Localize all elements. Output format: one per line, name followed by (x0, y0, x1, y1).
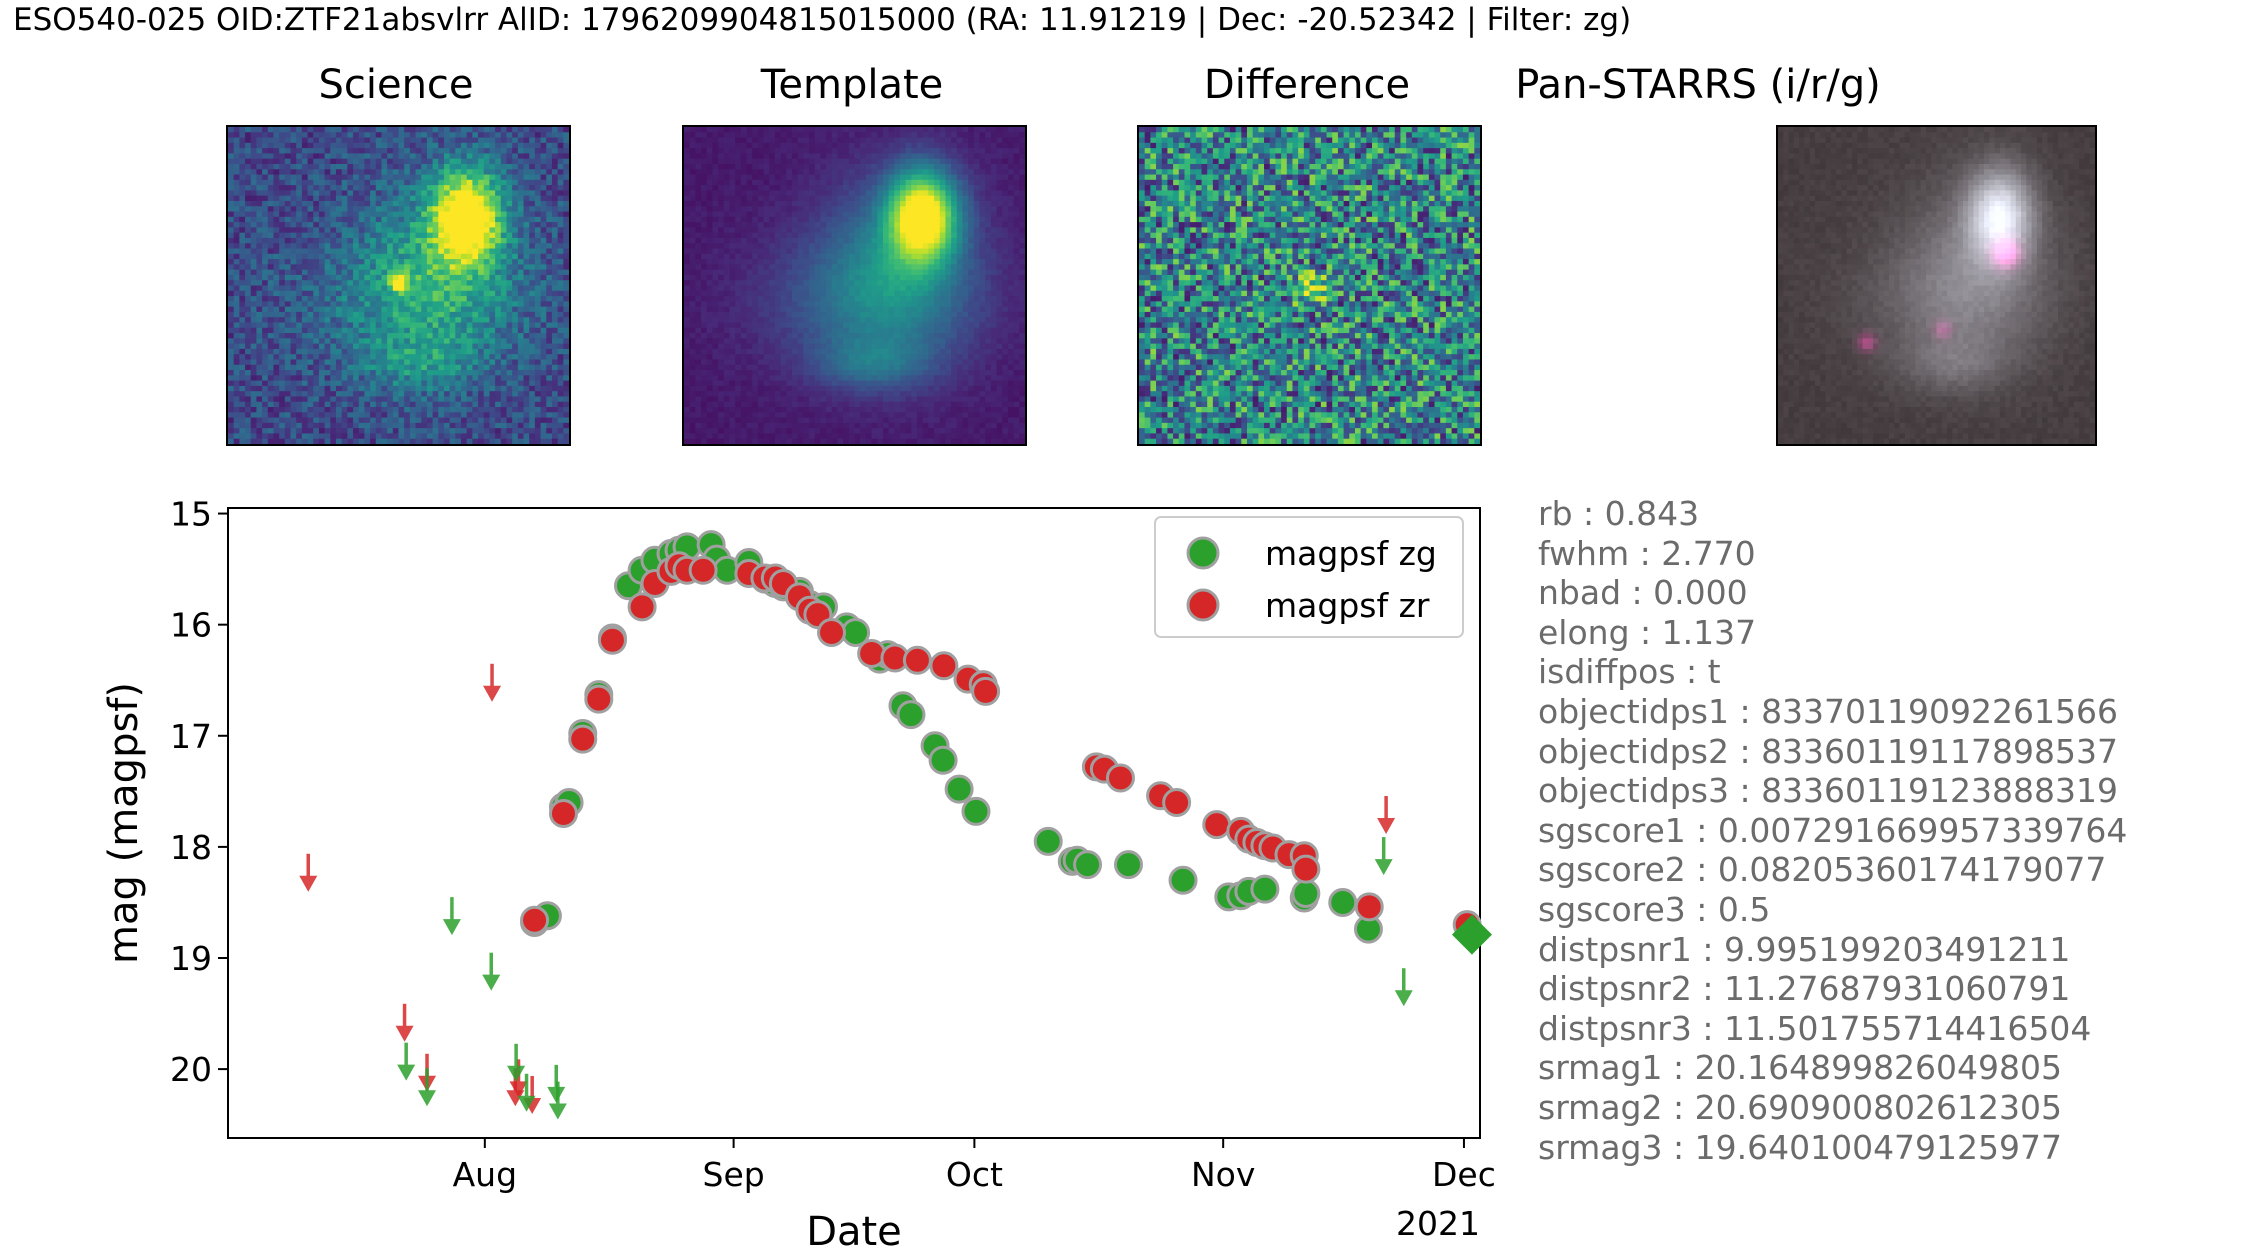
template-cutout-title: Template (760, 62, 944, 108)
upper-limit-arrow-zg (517, 1073, 536, 1112)
data-point-zr (548, 799, 578, 829)
y-tick-label: 16 (170, 606, 212, 645)
upper-limit-arrow-zg (1394, 968, 1413, 1007)
y-tick-label: 19 (170, 939, 212, 978)
y-tick-label: 20 (170, 1050, 212, 1089)
y-tick-label: 17 (170, 717, 212, 756)
plot-area-frame (227, 507, 1481, 1139)
data-point-zg (896, 700, 926, 730)
alert-feature-list: rb : 0.843 fwhm : 2.770 nbad : 0.000 elo… (1538, 494, 2127, 1167)
upper-limit-arrow-zg (482, 952, 501, 991)
data-point-zg (1073, 850, 1103, 880)
upper-limit-arrow-zg (548, 1081, 567, 1120)
panstarrs-cutout-image (1776, 125, 2097, 446)
science-cutout-title: Science (318, 62, 474, 108)
figure-title: ESO540-025 OID:ZTF21absvlrr AlID: 179620… (13, 2, 1632, 38)
data-point-zr (597, 625, 627, 655)
data-point-zg (1250, 874, 1280, 904)
template-cutout-image (682, 125, 1027, 446)
data-point-zg (944, 774, 974, 804)
data-point-zr (688, 555, 718, 585)
data-point-zg (928, 745, 958, 775)
upper-limit-arrow-zg (507, 1043, 526, 1082)
data-point-zr (902, 645, 932, 675)
upper-limit-arrow-zg (1374, 837, 1393, 876)
data-point-zr (1162, 787, 1192, 817)
data-point-zr (520, 905, 550, 935)
feature-row-sgscore1: sgscore1 : 0.007291669957339764 (1538, 810, 2128, 850)
upper-limit-arrow-zr (299, 853, 318, 892)
feature-row-objectidps2: objectidps2 : 83360119117898537 (1538, 731, 2118, 771)
data-point-zr (817, 617, 847, 647)
x-axis-label: Date (806, 1209, 902, 1250)
data-point-zr (568, 724, 598, 754)
x-offset-label: 2021 (1396, 1204, 1480, 1243)
feature-row-isdiffpos: isdiffpos : t (1538, 652, 1721, 692)
panstarrs-cutout-title: Pan-STARRS (i/r/g) (1515, 62, 1881, 108)
x-tick-label: Aug (453, 1155, 517, 1194)
feature-row-elong: elong : 1.137 (1538, 612, 1757, 652)
y-axis-label: mag (magpsf) (101, 682, 147, 964)
legend-label-zr: magpsf zr (1265, 586, 1430, 625)
data-point-zr (929, 651, 959, 681)
feature-row-objectidps3: objectidps3 : 83360119123888319 (1538, 771, 2118, 811)
data-point-zg (961, 796, 991, 826)
legend-label-zg: magpsf zg (1265, 534, 1437, 573)
feature-row-objectidps1: objectidps1 : 83370119092261566 (1538, 691, 2118, 731)
data-point-zg (1113, 850, 1143, 880)
data-point-zr (584, 684, 614, 714)
data-point-zg (1291, 879, 1321, 909)
upper-limit-arrow-zg (397, 1042, 416, 1081)
data-point-zg (1033, 826, 1063, 856)
x-tick-label: Dec (1432, 1155, 1496, 1194)
upper-limit-arrow-zr (483, 663, 502, 702)
feature-row-distpsnr2: distpsnr2 : 11.27687931060791 (1538, 969, 2071, 1009)
feature-row-distpsnr3: distpsnr3 : 11.501755714416504 (1538, 1008, 2092, 1048)
legend-marker-zr (1186, 588, 1220, 622)
data-point-zr (1105, 763, 1135, 793)
legend-marker-zg (1186, 536, 1220, 570)
data-point-zr (1291, 854, 1321, 884)
y-tick-label: 15 (170, 495, 212, 534)
upper-limit-arrow-zr (395, 1003, 414, 1042)
data-point-zg (1168, 865, 1198, 895)
x-tick-label: Sep (703, 1155, 765, 1194)
upper-limit-arrow-zg (418, 1068, 437, 1107)
feature-row-rb: rb : 0.843 (1538, 494, 1700, 533)
feature-row-srmag2: srmag2 : 20.690900802612305 (1538, 1087, 2063, 1127)
y-tick-label: 18 (170, 828, 212, 867)
difference-cutout-image (1137, 125, 1482, 446)
data-point-zr (1202, 810, 1232, 840)
data-point-zg (1328, 887, 1358, 917)
legend: magpsf zg magpsf zr (1154, 516, 1464, 638)
data-point-zr (971, 676, 1001, 706)
x-tick-label: Oct (946, 1155, 1003, 1194)
science-cutout-image (226, 125, 571, 446)
x-tick-label: Nov (1191, 1155, 1255, 1194)
data-point-zr (627, 592, 657, 622)
legend-box (1154, 516, 1464, 638)
feature-row-nbad: nbad : 0.000 (1538, 573, 1748, 613)
feature-row-distpsnr1: distpsnr1 : 9.995199203491211 (1538, 929, 2071, 969)
data-point-zr (1354, 892, 1384, 922)
upper-limit-arrow-zg (442, 897, 461, 936)
feature-row-sgscore3: sgscore3 : 0.5 (1538, 889, 1771, 929)
feature-row-srmag3: srmag3 : 19.640100479125977 (1538, 1127, 2063, 1167)
upper-limit-arrow-zr (1377, 796, 1396, 834)
data-point-zr (857, 639, 887, 669)
feature-row-sgscore2: sgscore2 : 0.08205360174179077 (1538, 850, 2107, 890)
feature-row-fwhm: fwhm : 2.770 (1538, 533, 1756, 573)
difference-cutout-title: Difference (1203, 62, 1411, 108)
current-alert-marker (1451, 914, 1492, 955)
feature-row-srmag1: srmag1 : 20.164899826049805 (1538, 1048, 2063, 1088)
